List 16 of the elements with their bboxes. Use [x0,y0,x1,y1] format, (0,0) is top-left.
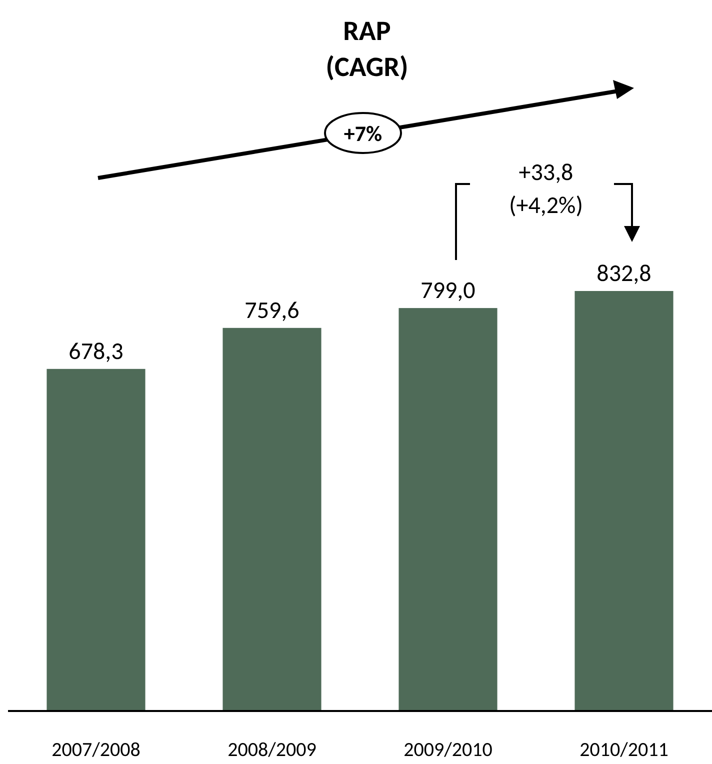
data-label: 759,6 [244,296,300,325]
text: +33,8 [518,158,574,187]
x-tick-label: 2009/2010 [404,738,492,762]
x-tick-label: 2007/2008 [52,738,140,762]
x-tick-label: 2010/2011 [580,738,668,762]
bar [222,328,322,711]
chart-title: RAP (CAGR) [326,13,408,84]
bar [46,368,146,711]
bar [574,291,674,711]
text: (+4,2%) [509,191,583,220]
data-label: 678,3 [68,336,124,366]
bar [398,308,498,711]
text: +7% [344,120,382,147]
data-label: 832,8 [596,259,652,288]
x-tick-label: 2008/2009 [228,738,316,762]
data-label: 799,0 [420,276,476,306]
